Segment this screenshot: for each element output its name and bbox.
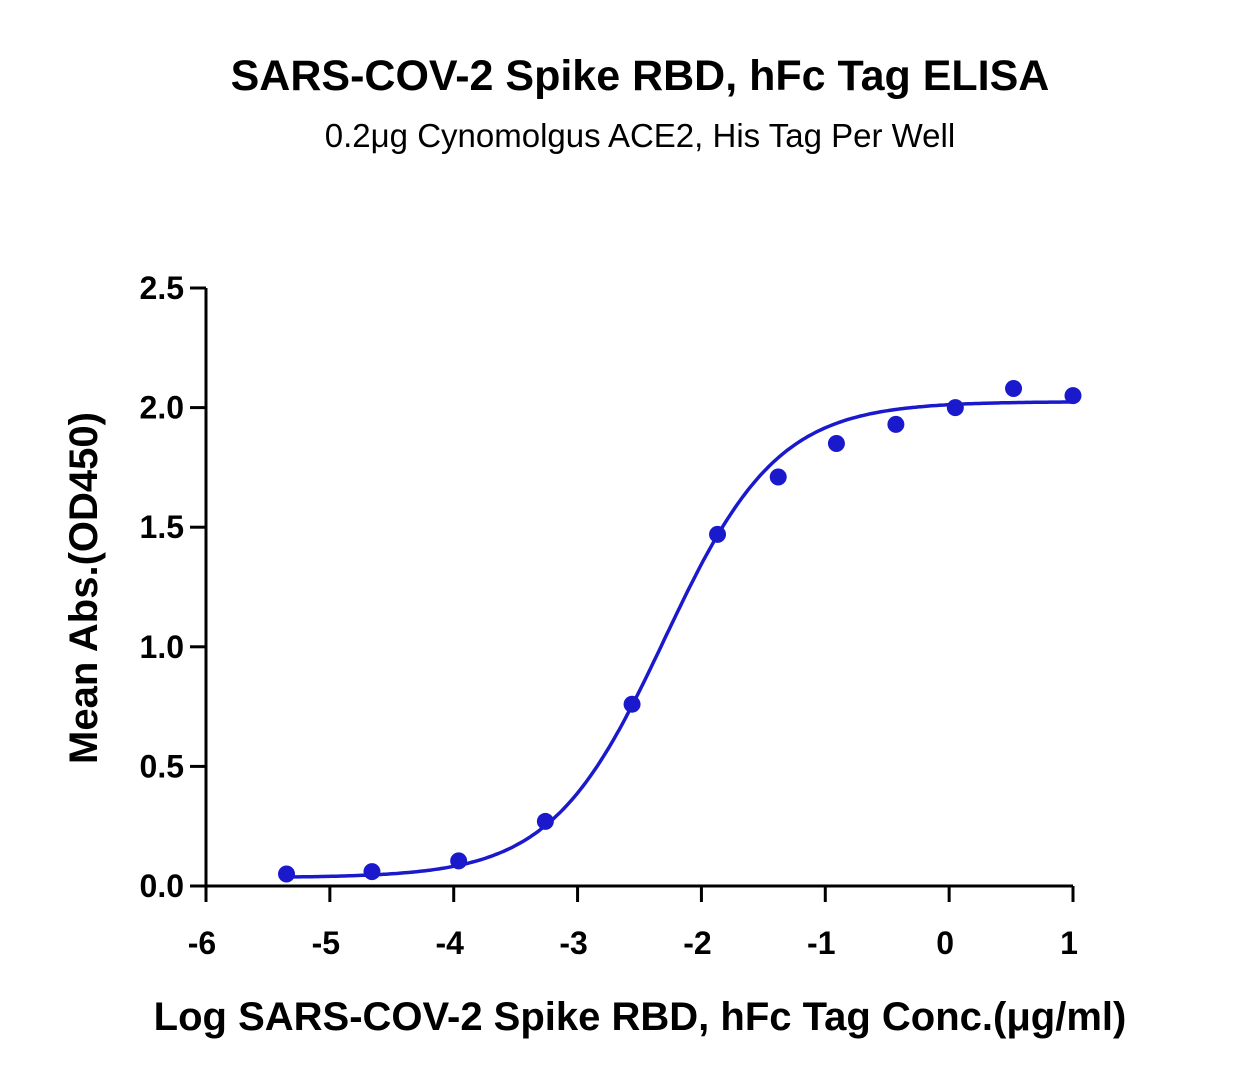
x-tick-label: 0 bbox=[936, 925, 954, 961]
data-point bbox=[278, 865, 296, 883]
axes: -6 -5 -4 -3 -2 -1 0 1 0.0 0.5 1.0 1.5 2.0 2.5 bbox=[140, 270, 1078, 961]
x-tick-label: -4 bbox=[435, 925, 464, 961]
fit-curve bbox=[286, 400, 1073, 879]
x-tick-label: -6 bbox=[188, 925, 216, 961]
data-point bbox=[769, 468, 787, 486]
y-tick-label: 1.5 bbox=[140, 509, 184, 545]
data-point bbox=[536, 812, 554, 830]
y-tick-label: 1.0 bbox=[140, 629, 184, 665]
data-point bbox=[1064, 387, 1082, 405]
y-tick-label: 2.0 bbox=[140, 390, 184, 426]
y-axis-label: Mean Abs.(OD450) bbox=[62, 412, 106, 764]
data-point bbox=[887, 415, 905, 433]
x-tick-label: -2 bbox=[683, 925, 711, 961]
x-tick-label: -1 bbox=[807, 925, 835, 961]
data-point bbox=[1005, 379, 1023, 397]
data-point bbox=[363, 863, 381, 881]
x-tick-label: -3 bbox=[559, 925, 587, 961]
x-tick-label: -5 bbox=[312, 925, 340, 961]
data-point bbox=[827, 434, 845, 452]
data-point bbox=[623, 695, 641, 713]
chart-title: SARS-COV-2 Spike RBD, hFc Tag ELISA bbox=[230, 52, 1050, 100]
data-point bbox=[709, 525, 727, 543]
data-point bbox=[946, 399, 964, 417]
data-point bbox=[450, 852, 468, 870]
y-tick-label: 2.5 bbox=[140, 270, 184, 306]
chart-subtitle: 0.2μg Cynomolgus ACE2, His Tag Per Well bbox=[324, 117, 956, 154]
data-points bbox=[278, 379, 1082, 883]
x-axis-label: Log SARS-COV-2 Spike RBD, hFc Tag Conc.(… bbox=[154, 995, 1127, 1039]
y-tick-label: 0.5 bbox=[140, 748, 184, 784]
x-tick-label: 1 bbox=[1060, 925, 1078, 961]
y-tick-label: 0.0 bbox=[140, 868, 184, 904]
